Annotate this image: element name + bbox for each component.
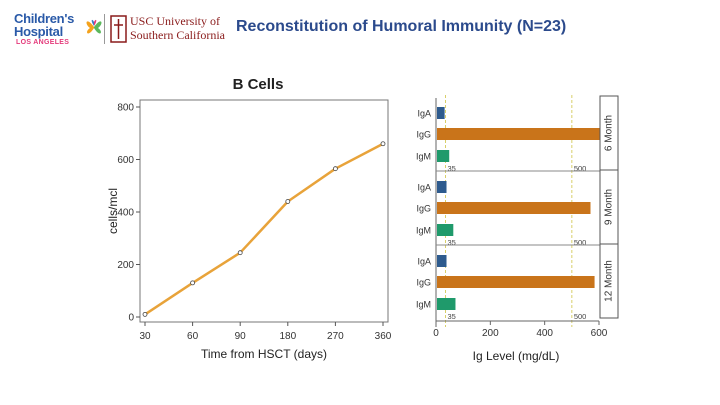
reference-label: 500: [574, 312, 587, 321]
y-tick-label: 200: [117, 260, 134, 271]
panel-label: 9 Month: [604, 189, 615, 225]
usc-logo: USC University of Southern California: [110, 13, 230, 47]
category-label: IgM: [416, 226, 431, 236]
y-tick-label: 400: [117, 208, 134, 219]
b-cells-line-chart: B Cells 0 200 400 600 800 30 60 90 180 270 360 Time …: [106, 76, 392, 361]
chla-logo-line2: Hospital: [14, 24, 63, 39]
chart-title: B Cells: [233, 76, 284, 93]
bar-iga: [437, 255, 447, 267]
chla-logo-line3: LOS ANGELES: [16, 39, 70, 46]
x-tick-label: 180: [279, 331, 296, 342]
x-tick-label: 600: [591, 328, 608, 339]
reference-label: 500: [574, 164, 587, 173]
x-tick-label: 270: [327, 331, 344, 342]
reference-label: 35: [448, 238, 456, 247]
panel-strip: [599, 243, 619, 319]
bar-igm: [437, 298, 456, 310]
x-tick-label: 400: [536, 328, 553, 339]
category-label: IgG: [416, 130, 431, 140]
butterfly-icon: [86, 19, 102, 34]
bar-igg: [437, 128, 600, 140]
x-axis-label: Time from HSCT (days): [201, 347, 327, 361]
y-tick-label: 600: [117, 155, 134, 166]
x-tick-label: 200: [482, 328, 499, 339]
data-point: [237, 250, 243, 256]
usc-seal-icon: [110, 15, 127, 43]
bar-iga: [437, 181, 447, 193]
reference-label: 35: [448, 312, 456, 321]
panel-label: 6 Month: [604, 115, 615, 151]
y-tick-label: 0: [128, 313, 134, 324]
series-line: [144, 142, 384, 316]
data-point: [380, 141, 386, 147]
data-point: [332, 166, 338, 172]
category-label: IgA: [417, 257, 431, 267]
bar-iga: [437, 107, 445, 119]
bar-igg: [437, 276, 595, 288]
bar-igg: [437, 202, 591, 214]
bar-igm: [437, 150, 450, 162]
category-label: IgA: [417, 183, 431, 193]
panel-label: 12 Month: [604, 260, 615, 302]
category-label: IgM: [416, 152, 431, 162]
category-label: IgM: [416, 300, 431, 310]
chla-logo-line1: Children's: [14, 11, 75, 26]
category-label: IgG: [416, 204, 431, 214]
x-tick-label: 90: [235, 331, 247, 342]
x-tick-label: 360: [375, 331, 392, 342]
x-axis-label: Ig Level (mg/dL): [473, 349, 560, 363]
header: Children's Hospital LOS ANGELES USC Univ…: [0, 0, 720, 60]
category-label: IgA: [417, 109, 431, 119]
bar-igm: [437, 224, 454, 236]
x-tick-label: 0: [433, 328, 439, 339]
x-tick-label: 60: [187, 331, 199, 342]
usc-logo-line1: USC University of: [130, 14, 220, 28]
reference-label: 500: [574, 238, 587, 247]
chla-logo: Children's Hospital LOS ANGELES: [14, 10, 104, 48]
ig-level-bar-chart: IgA IgG IgM 35 500 6 Month IgA IgG IgM 35 500 9 Mon…: [416, 95, 619, 363]
page-title: Reconstitution of Humoral Immunity (N=23…: [236, 18, 567, 35]
data-point: [190, 280, 195, 286]
plot-frame: [139, 99, 389, 323]
data-point: [285, 199, 291, 204]
y-tick-label: 800: [117, 103, 134, 114]
data-point: [142, 311, 148, 317]
reference-label: 35: [448, 164, 456, 173]
logo-divider: [104, 14, 105, 44]
x-tick-label: 30: [139, 331, 151, 342]
usc-logo-line2: Southern California: [130, 28, 225, 42]
y-axis-label: cells/mcl: [106, 188, 120, 234]
category-label: IgG: [416, 278, 431, 288]
